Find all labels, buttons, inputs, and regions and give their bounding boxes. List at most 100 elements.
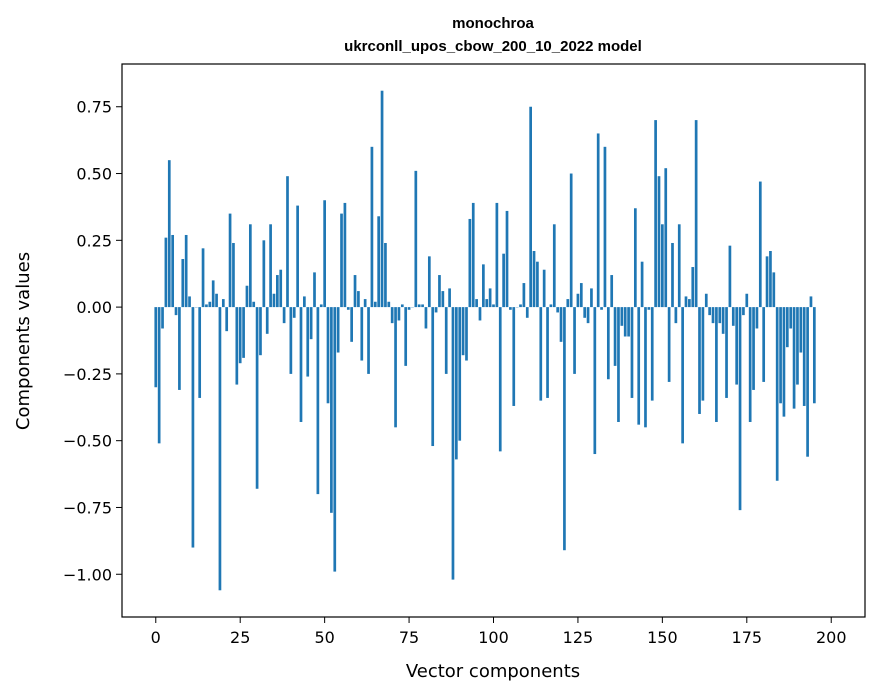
bar-182 xyxy=(769,251,772,308)
bar-176 xyxy=(748,307,752,422)
bar-74 xyxy=(404,307,408,366)
bar-154 xyxy=(674,307,678,324)
bar-36 xyxy=(276,275,279,308)
y-axis-label: Components values xyxy=(13,252,34,430)
bars-group xyxy=(154,90,816,591)
bar-82 xyxy=(431,307,435,447)
bar-44 xyxy=(303,296,306,308)
bar-73 xyxy=(400,304,404,308)
bar-19 xyxy=(218,307,222,591)
bar-61 xyxy=(360,307,364,361)
bar-180 xyxy=(762,307,766,382)
bar-102 xyxy=(498,307,502,452)
bar-156 xyxy=(681,307,684,444)
bar-40 xyxy=(289,307,293,374)
bar-141 xyxy=(630,307,634,398)
x-tick-label: 150 xyxy=(647,628,678,647)
bar-29 xyxy=(252,301,256,308)
bar-175 xyxy=(745,293,749,308)
bar-79 xyxy=(421,304,424,308)
bar-86 xyxy=(444,307,448,374)
bar-33 xyxy=(265,307,269,334)
bar-135 xyxy=(610,275,614,308)
bar-77 xyxy=(414,170,418,308)
bar-126 xyxy=(579,283,583,308)
bar-183 xyxy=(772,272,776,308)
bar-53 xyxy=(333,307,337,572)
bar-90 xyxy=(458,307,462,441)
bar-31 xyxy=(259,307,262,356)
y-tick-label: 0.75 xyxy=(76,98,112,117)
bar-147 xyxy=(650,307,654,401)
bar-64 xyxy=(370,146,374,308)
bar-0 xyxy=(154,307,158,388)
bar-83 xyxy=(434,307,438,313)
bar-133 xyxy=(603,146,607,308)
bar-111 xyxy=(529,106,532,308)
bar-165 xyxy=(711,307,715,324)
bar-98 xyxy=(485,299,489,308)
bar-35 xyxy=(272,293,276,308)
bar-169 xyxy=(725,307,728,398)
bar-118 xyxy=(552,224,556,308)
bar-101 xyxy=(495,202,499,308)
bar-179 xyxy=(758,181,762,308)
bar-38 xyxy=(282,307,286,324)
bar-14 xyxy=(201,248,205,308)
y-tick-label: 0.50 xyxy=(76,165,112,184)
bar-9 xyxy=(184,234,188,308)
bar-100 xyxy=(492,304,495,308)
bar-88 xyxy=(451,307,455,580)
x-tick-label: 0 xyxy=(151,628,161,647)
bar-119 xyxy=(556,307,560,313)
x-tick-label: 175 xyxy=(732,628,763,647)
bar-173 xyxy=(738,307,742,511)
bar-42 xyxy=(296,205,299,308)
bar-132 xyxy=(600,307,603,310)
bar-96 xyxy=(478,307,482,321)
bar-123 xyxy=(569,173,573,308)
bar-171 xyxy=(731,307,735,326)
bar-7 xyxy=(178,307,181,390)
bar-124 xyxy=(573,307,576,374)
y-tick-label: 0.00 xyxy=(76,298,112,317)
bar-103 xyxy=(502,253,505,308)
bar-54 xyxy=(336,307,340,353)
bar-71 xyxy=(394,307,397,428)
bar-52 xyxy=(330,307,333,513)
x-tick-label: 100 xyxy=(478,628,509,647)
bar-121 xyxy=(563,307,566,551)
bar-50 xyxy=(323,200,326,308)
y-tick-label: 0.25 xyxy=(76,231,112,250)
bar-142 xyxy=(633,208,637,308)
bar-168 xyxy=(721,307,725,334)
bar-193 xyxy=(806,307,809,457)
bar-172 xyxy=(735,307,739,385)
bar-75 xyxy=(407,307,411,310)
bar-164 xyxy=(708,307,711,316)
bar-139 xyxy=(623,307,627,337)
bar-162 xyxy=(701,307,705,401)
bar-144 xyxy=(640,261,644,308)
bar-67 xyxy=(380,90,384,308)
bar-174 xyxy=(742,307,745,316)
bar-34 xyxy=(269,224,272,308)
bar-113 xyxy=(536,261,539,308)
bar-125 xyxy=(576,293,580,308)
bar-84 xyxy=(438,275,441,308)
bar-43 xyxy=(299,307,303,422)
bar-161 xyxy=(698,307,701,414)
bar-122 xyxy=(566,299,570,308)
bar-63 xyxy=(367,307,370,374)
x-axis-label: Vector components xyxy=(406,661,580,682)
bar-167 xyxy=(718,307,722,324)
bar-145 xyxy=(644,307,647,428)
bar-150 xyxy=(661,224,664,308)
bar-187 xyxy=(785,307,789,348)
y-tick-label: −0.50 xyxy=(63,432,112,451)
bar-26 xyxy=(242,307,245,358)
bar-120 xyxy=(559,307,563,342)
bar-186 xyxy=(782,307,786,417)
bar-153 xyxy=(671,242,674,308)
